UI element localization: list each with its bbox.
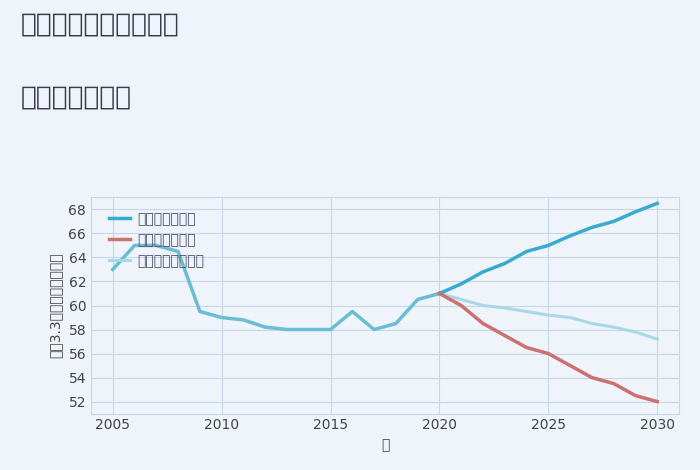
Line: グッドシナリオ: グッドシナリオ bbox=[440, 204, 657, 293]
グッドシナリオ bbox=[588, 225, 596, 230]
バッドシナリオ bbox=[610, 381, 618, 386]
バッドシナリオ bbox=[544, 351, 552, 356]
バッドシナリオ bbox=[522, 345, 531, 350]
Line: ノーマルシナリオ: ノーマルシナリオ bbox=[440, 293, 657, 339]
グッドシナリオ bbox=[566, 233, 574, 239]
ノーマルシナリオ bbox=[500, 305, 509, 311]
ノーマルシナリオ bbox=[544, 312, 552, 318]
バッドシナリオ bbox=[457, 303, 466, 308]
バッドシナリオ bbox=[631, 393, 640, 399]
ノーマルシナリオ bbox=[653, 337, 662, 342]
グッドシナリオ bbox=[522, 249, 531, 254]
グッドシナリオ bbox=[544, 243, 552, 248]
Text: 土地の価格推移: 土地の価格推移 bbox=[21, 85, 132, 110]
グッドシナリオ bbox=[479, 269, 487, 274]
バッドシナリオ bbox=[653, 399, 662, 404]
ノーマルシナリオ bbox=[610, 324, 618, 330]
ノーマルシナリオ bbox=[566, 315, 574, 321]
ノーマルシナリオ bbox=[435, 290, 444, 296]
X-axis label: 年: 年 bbox=[381, 438, 389, 452]
グッドシナリオ bbox=[653, 201, 662, 206]
バッドシナリオ bbox=[479, 321, 487, 326]
グッドシナリオ bbox=[610, 219, 618, 224]
ノーマルシナリオ bbox=[479, 303, 487, 308]
バッドシナリオ bbox=[500, 333, 509, 338]
Legend: グッドシナリオ, バッドシナリオ, ノーマルシナリオ: グッドシナリオ, バッドシナリオ, ノーマルシナリオ bbox=[104, 206, 210, 274]
ノーマルシナリオ bbox=[457, 297, 466, 302]
グッドシナリオ bbox=[631, 209, 640, 215]
グッドシナリオ bbox=[435, 290, 444, 296]
バッドシナリオ bbox=[435, 290, 444, 296]
Text: 千葉県松戸市横須賀の: 千葉県松戸市横須賀の bbox=[21, 12, 180, 38]
Line: バッドシナリオ: バッドシナリオ bbox=[440, 293, 657, 401]
グッドシナリオ bbox=[457, 281, 466, 287]
バッドシナリオ bbox=[566, 363, 574, 368]
ノーマルシナリオ bbox=[631, 329, 640, 335]
ノーマルシナリオ bbox=[522, 309, 531, 314]
バッドシナリオ bbox=[588, 375, 596, 380]
グッドシナリオ bbox=[500, 261, 509, 266]
Y-axis label: 坪（3.3㎡）単価（万円）: 坪（3.3㎡）単価（万円） bbox=[49, 253, 63, 358]
ノーマルシナリオ bbox=[588, 321, 596, 326]
